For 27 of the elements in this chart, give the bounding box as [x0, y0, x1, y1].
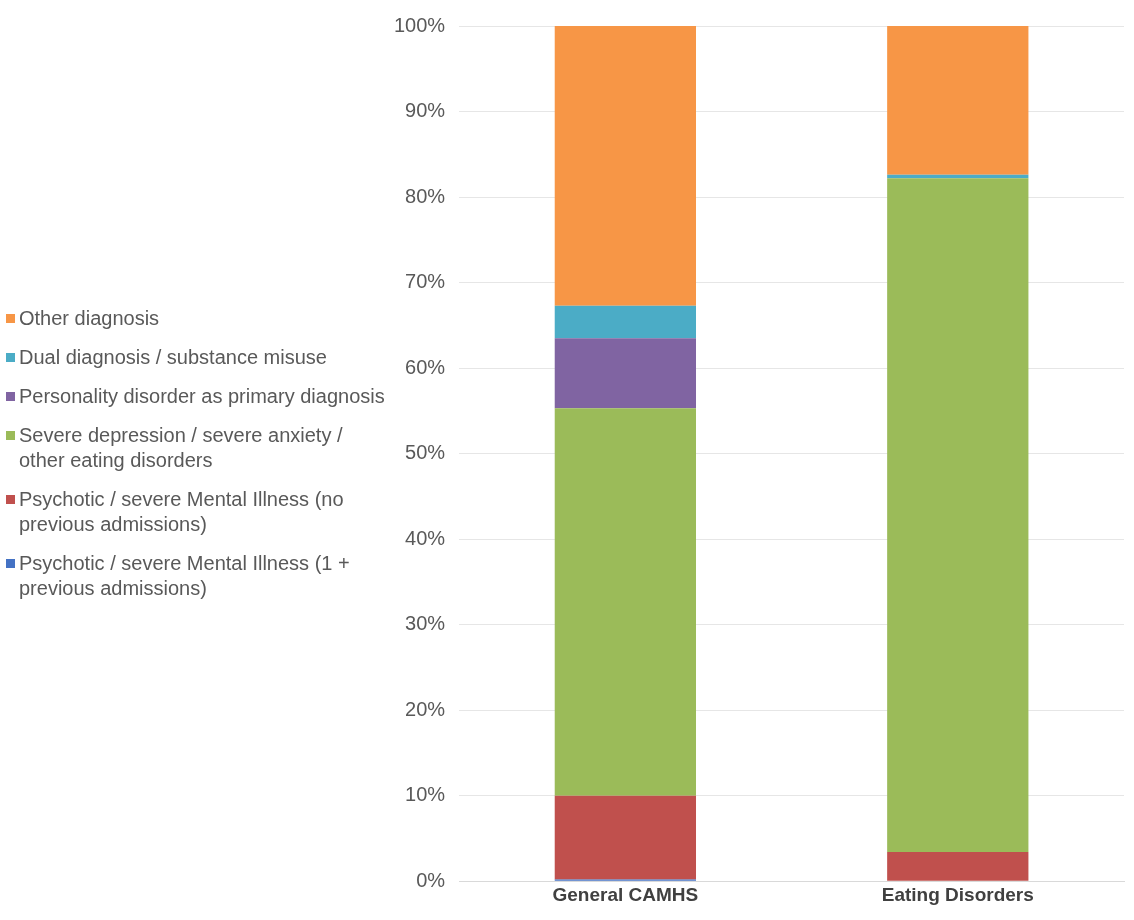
bar — [554, 338, 696, 409]
bar — [554, 305, 696, 339]
y-tick-label: 100% — [394, 13, 446, 36]
bar — [554, 795, 696, 880]
bar — [887, 26, 1029, 175]
y-tick-label: 60% — [405, 355, 446, 378]
legend-label: Psychotic / severe Mental Illness (no previous admissions) — [19, 486, 345, 537]
legend-label: Other diagnosis — [19, 305, 161, 331]
y-tick-label: 0% — [416, 868, 446, 891]
legend-label: Personality disorder as primary diagnosis — [19, 383, 386, 409]
x-tick-label: General CAMHS — [552, 883, 699, 905]
x-tick-label: Eating Disorders — [881, 883, 1034, 905]
legend-label: Dual diagnosis / substance misuse — [19, 344, 328, 370]
y-tick-label: 30% — [405, 612, 446, 635]
y-tick-label: 50% — [405, 441, 446, 464]
legend-label: Psychotic / severe Mental Illness (1 + previous admissions) — [19, 550, 351, 601]
bar — [887, 852, 1029, 881]
y-tick-label: 90% — [405, 99, 446, 122]
y-tick-label: 10% — [405, 783, 446, 806]
y-tick-label: 70% — [405, 270, 446, 293]
bar — [887, 178, 1029, 853]
y-tick-label: 20% — [405, 697, 446, 720]
bar — [554, 408, 696, 796]
y-tick-label: 80% — [405, 184, 446, 207]
bar — [554, 26, 696, 306]
y-tick-label: 40% — [405, 526, 446, 549]
legend-label: Severe depression / severe anxiety / other eating disorders — [19, 422, 344, 473]
